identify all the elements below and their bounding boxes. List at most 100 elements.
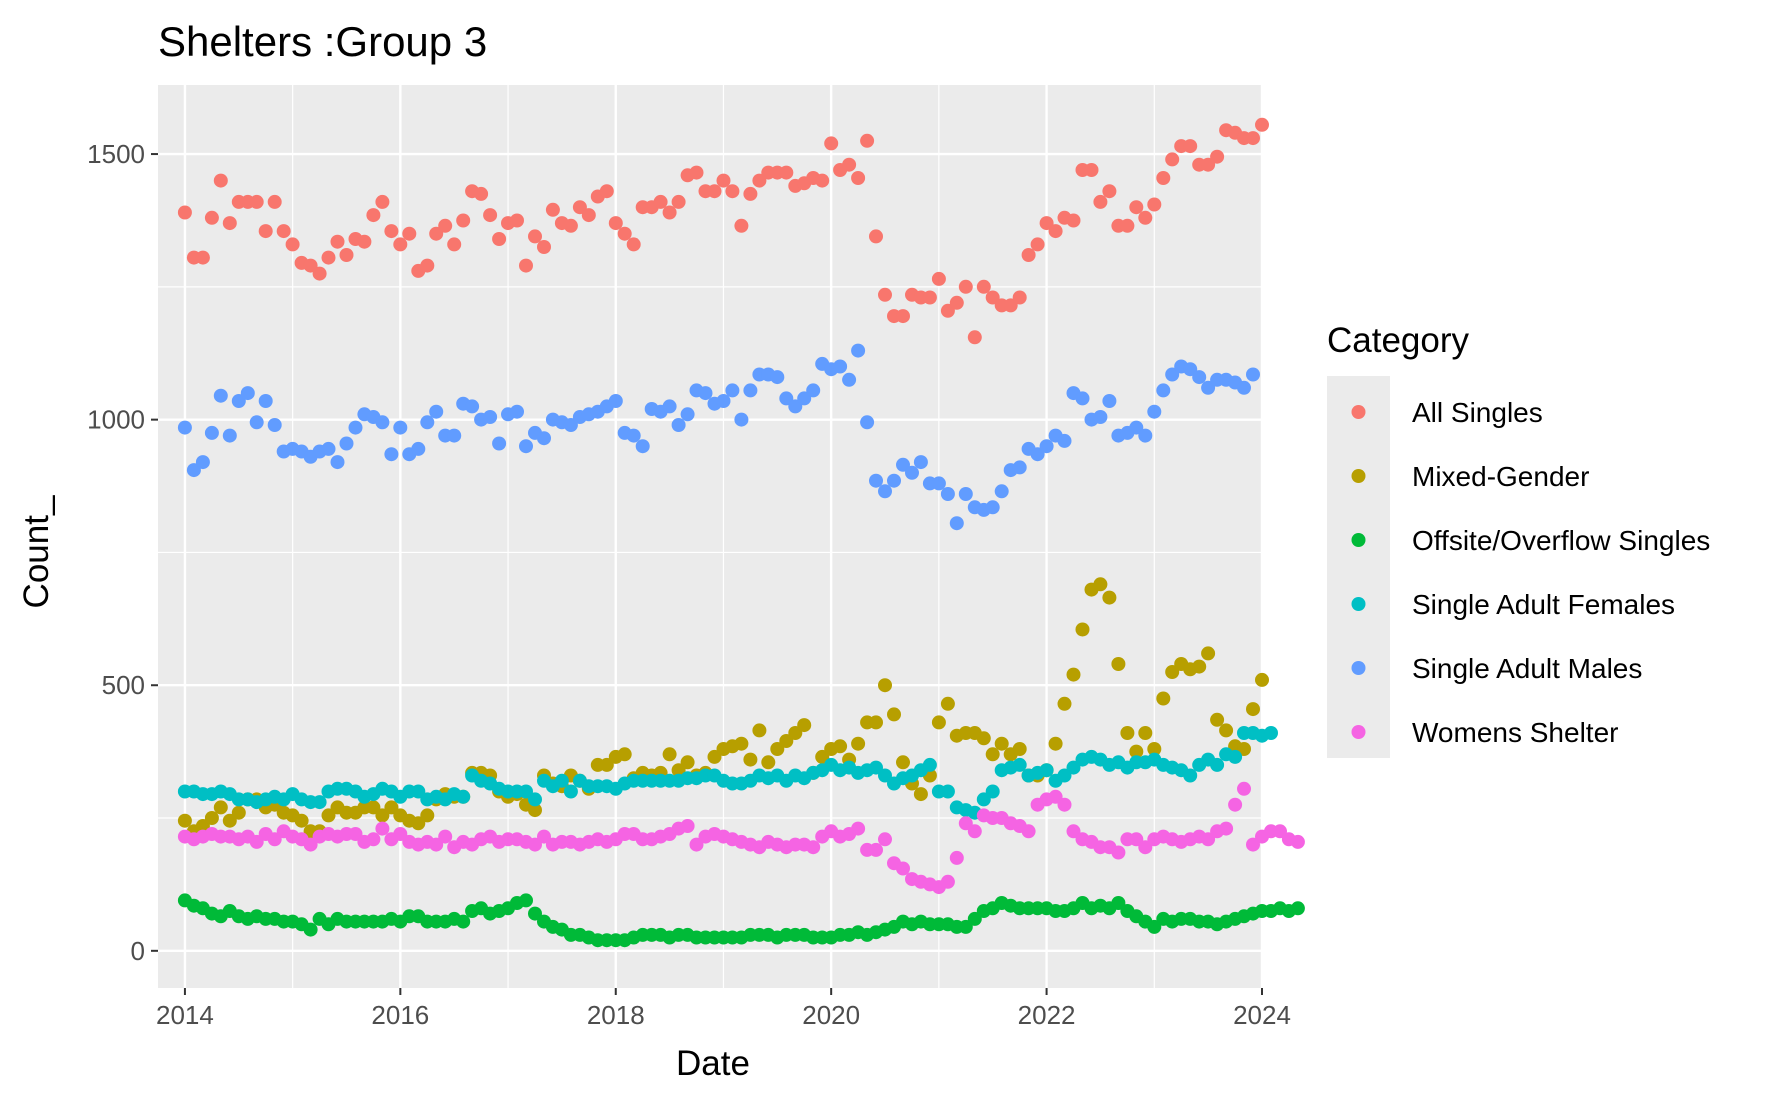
data-point [563, 784, 578, 799]
data-point [267, 832, 282, 847]
legend-key [1351, 469, 1366, 483]
data-point [1138, 428, 1153, 443]
data-point [743, 186, 758, 201]
data-point [1066, 824, 1081, 839]
data-point [770, 742, 785, 756]
data-point [1057, 797, 1072, 812]
data-point [357, 234, 372, 249]
data-point [1093, 410, 1108, 424]
data-point [1039, 216, 1054, 231]
data-point [608, 216, 623, 231]
x-tick-label: 2020 [802, 1000, 860, 1030]
data-point [1255, 117, 1269, 132]
data-point [671, 418, 686, 432]
data-point [1120, 726, 1135, 740]
data-point [1147, 197, 1162, 212]
data-point [1210, 712, 1225, 727]
data-point [1255, 672, 1269, 687]
data-point [411, 784, 426, 799]
data-point [878, 287, 892, 302]
data-point [967, 911, 982, 926]
data-point [1165, 367, 1180, 382]
data-point [204, 811, 219, 825]
data-point [905, 465, 919, 480]
data-point [869, 760, 883, 775]
legend-key [1351, 597, 1366, 611]
data-point [1129, 420, 1144, 435]
data-point [258, 394, 273, 408]
data-point [599, 184, 614, 199]
x-tick-label: 2022 [1018, 1000, 1076, 1030]
legend-key [1351, 725, 1366, 739]
data-point [384, 447, 399, 462]
data-point [492, 436, 507, 451]
series-single-adult-females [177, 726, 1278, 820]
data-point [1048, 224, 1063, 239]
data-point [671, 763, 686, 778]
data-point [1093, 577, 1108, 592]
data-point [1030, 237, 1045, 252]
data-point [204, 425, 219, 440]
data-point [339, 436, 354, 451]
data-point [1120, 218, 1135, 233]
data-point [519, 784, 533, 799]
data-point [1003, 298, 1018, 313]
legend-items: All Singles Mixed-Gender Offsite/Overflow … [1351, 397, 1710, 748]
data-point [851, 821, 866, 836]
data-point [1111, 657, 1126, 671]
data-point [249, 194, 264, 209]
data-point [1147, 404, 1162, 419]
data-point [258, 224, 273, 239]
data-point [1201, 157, 1216, 172]
x-axis-title: Date [676, 1044, 750, 1083]
data-point [1246, 367, 1260, 382]
data-point [896, 861, 910, 876]
data-point [1237, 380, 1251, 395]
data-point [761, 755, 776, 770]
data-point [869, 715, 883, 730]
data-point [680, 407, 695, 422]
data-point [887, 473, 901, 488]
x-tick-label: 2018 [587, 1000, 645, 1030]
data-point [1147, 742, 1162, 756]
data-point [779, 165, 794, 180]
data-point [222, 216, 237, 231]
legend-item-mixed-gender: Mixed-Gender [1351, 461, 1589, 492]
data-point [680, 755, 695, 770]
data-point [797, 718, 812, 733]
data-point [662, 747, 677, 762]
data-point [294, 813, 309, 828]
data-point [563, 418, 578, 432]
data-point [1290, 834, 1305, 849]
data-point [1201, 646, 1216, 661]
data-point [1138, 210, 1153, 225]
legend-item-all-singles: All Singles [1351, 397, 1543, 428]
legend-key [1351, 405, 1366, 419]
legend-item-single-adult-females: Single Adult Females [1351, 589, 1675, 620]
data-point [1111, 896, 1126, 910]
data-point [195, 250, 210, 265]
data-point [195, 455, 210, 470]
data-point [393, 827, 408, 841]
data-point [725, 184, 740, 199]
data-point [276, 224, 291, 239]
data-point [878, 678, 892, 693]
data-point [779, 734, 794, 748]
data-point [878, 484, 892, 499]
x-axis: 2014 2016 2018 2020 2022 2024 [156, 988, 1291, 1030]
data-point [949, 850, 964, 865]
data-point [958, 487, 973, 501]
data-point [510, 404, 524, 419]
data-point [985, 747, 1000, 762]
data-point [447, 237, 462, 252]
legend-item-offsite-overflow-singles: Offsite/Overflow Singles [1351, 525, 1710, 556]
data-point [743, 752, 758, 767]
data-point [680, 819, 695, 833]
x-tick-label: 2016 [371, 1000, 429, 1030]
data-point [833, 359, 848, 374]
data-point [896, 457, 910, 472]
data-point [231, 394, 246, 408]
data-point [1165, 665, 1180, 679]
data-point [438, 829, 453, 844]
data-point [1057, 696, 1072, 711]
